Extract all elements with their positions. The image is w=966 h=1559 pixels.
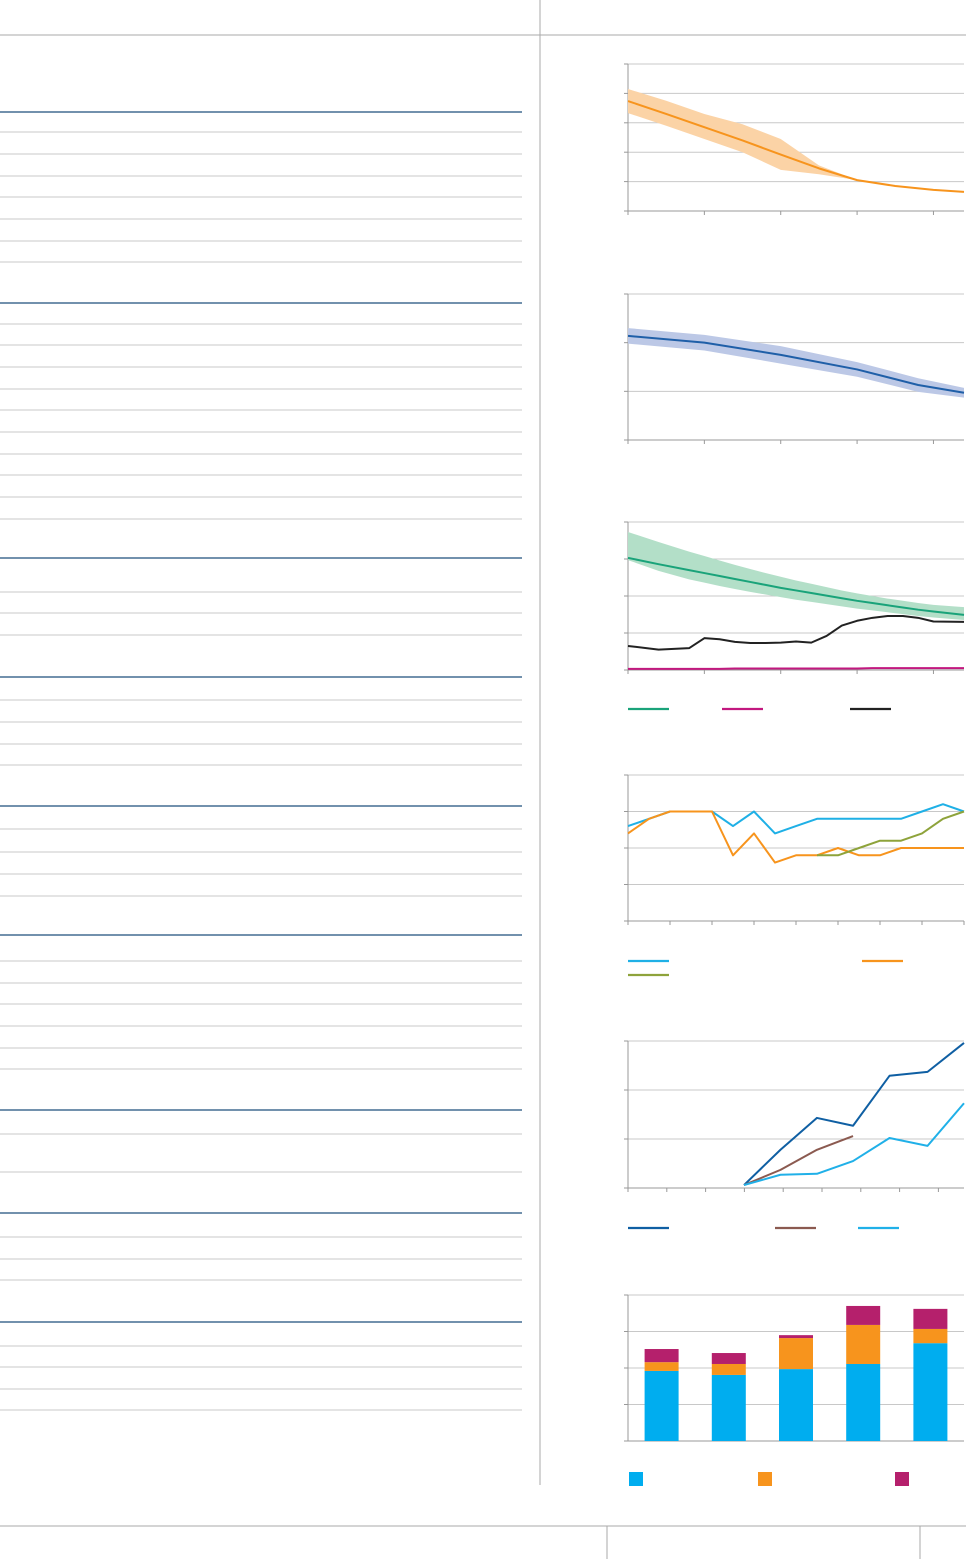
legend-swatch — [895, 1472, 909, 1486]
bar-segment — [846, 1363, 881, 1441]
bar-segment — [711, 1374, 746, 1441]
bar-segment — [913, 1308, 948, 1329]
bar-segment — [913, 1343, 948, 1441]
table-rules — [0, 111, 522, 1411]
data-line — [743, 1135, 854, 1186]
uncertainty-band — [628, 328, 964, 398]
data-line — [627, 810, 964, 864]
data-line — [817, 810, 965, 857]
data-line — [627, 334, 965, 394]
data-line — [627, 614, 965, 651]
uncertainty-band — [628, 531, 964, 621]
data-line — [627, 556, 965, 616]
bar-segment — [711, 1353, 746, 1364]
bar-segment — [846, 1305, 881, 1325]
uncertainty-band — [628, 88, 964, 192]
legend-swatch — [758, 1472, 772, 1486]
bar-segment — [846, 1324, 881, 1364]
bar-segment — [913, 1328, 948, 1344]
data-line — [628, 667, 964, 670]
data-line — [627, 100, 965, 193]
data-line — [627, 803, 965, 835]
data-line — [743, 1102, 965, 1187]
bar-segment — [779, 1335, 813, 1339]
bar-segment — [779, 1338, 813, 1370]
data-line — [743, 1042, 965, 1186]
legend-swatch — [629, 1472, 643, 1486]
bar-segment — [711, 1363, 746, 1375]
bar-segment — [644, 1370, 679, 1441]
bar-segment — [644, 1349, 679, 1363]
bar-segment — [779, 1369, 813, 1441]
bar-segment — [644, 1362, 679, 1371]
